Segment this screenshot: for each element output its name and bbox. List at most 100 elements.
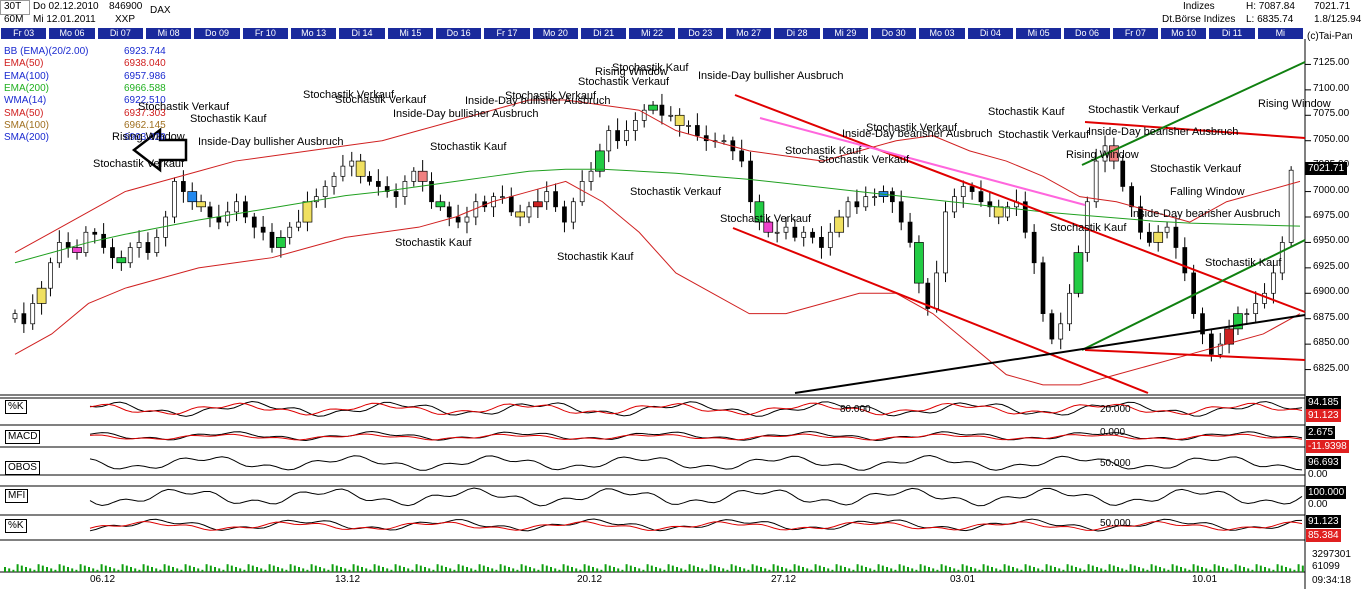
date-tab[interactable]: Di 04 xyxy=(967,28,1013,39)
chart-header: 30T 60M Do 02.12.2010 Mi 12.01.2011 8469… xyxy=(0,0,1362,42)
oscillator-line xyxy=(89,431,1303,441)
volume-bar xyxy=(1028,565,1031,572)
volume-bar xyxy=(487,567,489,572)
pattern-annotation: Stochastik Kauf xyxy=(430,141,507,153)
date-tab[interactable]: Mo 27 xyxy=(726,28,772,39)
volume-bar xyxy=(869,568,872,572)
date-tab[interactable]: Mi 08 xyxy=(146,28,192,39)
date-tab[interactable]: Di 11 xyxy=(1209,28,1255,39)
candle-body xyxy=(331,175,337,187)
date-tab[interactable]: Mi 15 xyxy=(387,28,433,39)
volume-bar xyxy=(646,564,649,572)
legend-item[interactable]: EMA(200) 6966.588 xyxy=(4,83,166,94)
volume-bar xyxy=(109,567,111,572)
volume-bar xyxy=(1217,565,1220,572)
candle-body xyxy=(987,201,993,208)
volume-bar xyxy=(58,564,61,572)
volume-bar xyxy=(20,565,23,572)
date-tab[interactable]: Di 28 xyxy=(774,28,820,39)
date-tab[interactable]: Mo 13 xyxy=(291,28,337,39)
volume-bar xyxy=(558,569,561,572)
volume-bar xyxy=(1167,569,1170,572)
candle-body xyxy=(127,247,133,264)
volume-bar xyxy=(172,567,174,572)
candle-body xyxy=(952,196,957,213)
legend-item[interactable]: WMA(14) 6922.510 xyxy=(4,95,166,106)
oscillator-line xyxy=(89,401,1303,417)
interval[interactable]: 60M xyxy=(4,14,24,25)
volume-bar xyxy=(1293,569,1296,572)
volume-bar xyxy=(701,568,704,572)
obos-panel-label[interactable]: OBOS xyxy=(5,461,40,475)
candle-body xyxy=(313,196,319,203)
date-tab[interactable]: Di 07 xyxy=(97,28,143,39)
stoch2-panel-label[interactable]: %K xyxy=(5,519,27,533)
date-tab[interactable]: Do 06 xyxy=(1064,28,1110,39)
volume-bar xyxy=(1247,568,1250,572)
volume-bar xyxy=(1117,567,1119,572)
timeframe[interactable]: 30T xyxy=(4,1,22,12)
mfi-value: 100.000 xyxy=(1306,486,1347,499)
legend-item[interactable]: EMA(100) 6957.986 xyxy=(4,71,166,82)
volume-bar xyxy=(1255,564,1258,572)
volume-bar xyxy=(1222,567,1224,572)
volume-bar xyxy=(583,564,586,572)
candle-body xyxy=(1005,206,1010,218)
candle-body xyxy=(827,231,833,248)
date-tab[interactable]: Mo 03 xyxy=(919,28,965,39)
stoch-panel-label[interactable]: %K xyxy=(5,400,27,414)
macd-panel-label[interactable]: MACD xyxy=(5,430,41,444)
volume-bar xyxy=(394,564,397,572)
candle-body xyxy=(533,201,543,208)
date-tab[interactable]: Mo 10 xyxy=(1161,28,1207,39)
candle-body xyxy=(624,130,629,142)
volume-bar xyxy=(726,569,729,572)
stoch2-d-value: 85.384 xyxy=(1306,529,1341,542)
mfi-panel-label[interactable]: MFI xyxy=(5,489,29,503)
date-tab[interactable]: Fr 07 xyxy=(1112,28,1158,39)
date-tab[interactable]: Di 21 xyxy=(581,28,627,39)
date-tab[interactable]: Mi 05 xyxy=(1016,28,1062,39)
volume-bar xyxy=(713,565,716,572)
volume-bar xyxy=(1280,565,1283,572)
volume-bar xyxy=(781,567,783,572)
volume-bar xyxy=(134,568,137,572)
date-tab[interactable]: Di 14 xyxy=(339,28,385,39)
pattern-annotation: Stochastik Kauf xyxy=(988,106,1065,118)
volume-bar xyxy=(587,565,590,572)
volume-bar xyxy=(1012,567,1014,572)
candle-body xyxy=(739,150,745,162)
legend-item[interactable]: SMA(100) 6962.145 xyxy=(4,119,166,131)
candle-body xyxy=(225,211,231,223)
volume-bar xyxy=(218,568,221,572)
volume-bar xyxy=(655,567,657,572)
date-tab[interactable]: Mo 20 xyxy=(532,28,578,39)
volume-bar xyxy=(915,569,918,572)
legend-item[interactable]: BB (EMA)(20/2.00) 6923.744 xyxy=(4,46,166,57)
date-tab[interactable]: Mi xyxy=(1257,28,1303,39)
legend-label: SMA(100) xyxy=(4,119,50,131)
volume-bar xyxy=(789,569,792,572)
legend-item[interactable]: SMA(50) 6937.303 xyxy=(4,108,166,119)
volume-bar xyxy=(1058,568,1061,572)
candle-body xyxy=(993,206,1004,218)
ratio: 1.8/125.94 xyxy=(1314,14,1362,25)
volume-bar xyxy=(596,568,599,572)
date-tab[interactable]: Fr 10 xyxy=(242,28,288,39)
date-tab[interactable]: Mo 06 xyxy=(49,28,95,39)
date-tab[interactable]: Do 23 xyxy=(677,28,723,39)
date-tab[interactable]: Do 09 xyxy=(194,28,240,39)
volume-bar xyxy=(638,568,641,572)
volume-bar xyxy=(730,564,733,572)
legend-item[interactable]: EMA(50) 6938.040 xyxy=(4,58,166,69)
date-tab[interactable]: Mi 22 xyxy=(629,28,675,39)
date-tab[interactable]: Fr 03 xyxy=(1,28,47,39)
date-tab[interactable]: Do 16 xyxy=(436,28,482,39)
volume-bar xyxy=(1079,568,1082,572)
date-tab[interactable]: Mi 29 xyxy=(822,28,868,39)
date-tab[interactable]: Fr 17 xyxy=(484,28,530,39)
date-tab[interactable]: Do 30 xyxy=(871,28,917,39)
volume-bar xyxy=(537,569,540,572)
legend-item[interactable]: SMA(200) 6993.028 xyxy=(4,132,166,143)
